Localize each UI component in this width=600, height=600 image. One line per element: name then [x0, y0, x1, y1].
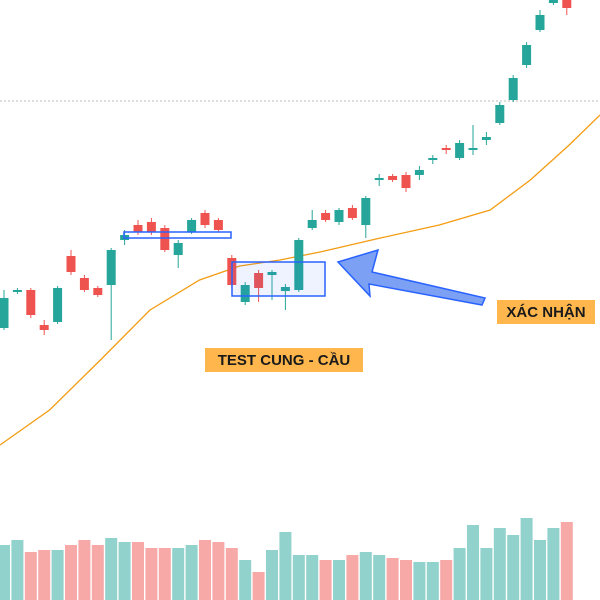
volume-bar [547, 528, 560, 600]
candle-body [508, 78, 518, 100]
volume-bar [359, 552, 372, 600]
candle-body [26, 290, 36, 315]
candle-body [495, 105, 505, 123]
candle-body [548, 0, 558, 3]
volume-bar [319, 560, 332, 600]
volume-bar [333, 560, 345, 600]
candle-body [361, 198, 371, 225]
candle-body [307, 220, 317, 228]
candle-body [133, 225, 143, 232]
candle-body [468, 148, 478, 150]
zone-box [123, 231, 232, 239]
volume-bar [145, 548, 158, 600]
candle-body [321, 213, 331, 220]
candle-body [441, 148, 451, 150]
volume-bar [413, 562, 426, 600]
volume-bar [24, 552, 37, 600]
volume-bar [400, 560, 412, 600]
volume-bar [225, 548, 238, 600]
volume-bar [239, 560, 252, 600]
volume-bar [467, 525, 479, 600]
volume-bar [292, 555, 305, 600]
candle-body [12, 290, 22, 292]
volume-bar [0, 545, 10, 600]
candle-body [562, 0, 572, 8]
candle-body [455, 143, 465, 158]
volume-bar [132, 542, 144, 600]
volume-bar [266, 550, 278, 600]
volume-bar [172, 548, 185, 600]
candle-body [267, 272, 277, 275]
arrow [336, 248, 487, 306]
candle-body [66, 256, 76, 272]
candle-body [388, 176, 398, 180]
candle-body [481, 137, 491, 140]
candle-body [294, 240, 304, 290]
candle-body [173, 243, 183, 255]
candle-body [200, 213, 210, 225]
volume-bar [279, 532, 292, 600]
volume-bar [507, 535, 520, 600]
volume-bar [373, 555, 386, 600]
candle-body [39, 325, 49, 330]
volume-bar [346, 555, 359, 600]
candle-body [280, 287, 290, 291]
volume-bar [51, 550, 64, 600]
volume-bar [560, 522, 573, 600]
candle-body [0, 298, 9, 328]
volume-bar [520, 518, 533, 600]
candle-body [347, 208, 357, 218]
annotation: TEST CUNG - CẦU [218, 352, 351, 369]
volume-bar [105, 538, 118, 600]
volume-bar [426, 562, 439, 600]
volume-bar [440, 560, 453, 600]
volume-bar [252, 572, 265, 600]
candle-body [53, 288, 63, 322]
candle-body [213, 220, 223, 230]
candle-body [187, 220, 197, 232]
label-bg [497, 300, 595, 324]
volume-bar [212, 542, 225, 600]
volume-bar [38, 550, 51, 600]
volume-bar [91, 545, 104, 600]
candle-body [79, 278, 89, 290]
volume-bar [480, 548, 493, 600]
price-pane [0, 0, 600, 446]
volume-bar [158, 548, 171, 600]
volume-bar [306, 555, 319, 600]
volume-bar [534, 540, 546, 600]
candle-body [428, 158, 438, 160]
annotation: XÁC NHẬN [506, 303, 585, 321]
volume-bar [185, 545, 198, 600]
volume-bar [453, 548, 466, 600]
candle-body [93, 288, 103, 295]
volume-bar [386, 558, 399, 600]
candle-body [146, 222, 156, 232]
volume-bar [65, 545, 77, 600]
candle-body [374, 178, 384, 180]
candle-body [106, 250, 116, 285]
candle-body [334, 210, 344, 222]
label-bg [205, 348, 363, 372]
volume-pane [0, 518, 573, 600]
candle-body [401, 175, 411, 188]
volume-bar [118, 542, 131, 600]
candle-body [240, 285, 250, 302]
volume-bar [78, 540, 91, 600]
candle-body [535, 15, 545, 30]
candle-body [160, 228, 170, 250]
candle-body [254, 273, 264, 288]
candle-body [414, 170, 424, 175]
candle-body [522, 45, 532, 65]
volume-bar [199, 540, 211, 600]
volume-bar [493, 528, 506, 600]
volume-bar [11, 540, 24, 600]
zone-box [231, 261, 326, 297]
